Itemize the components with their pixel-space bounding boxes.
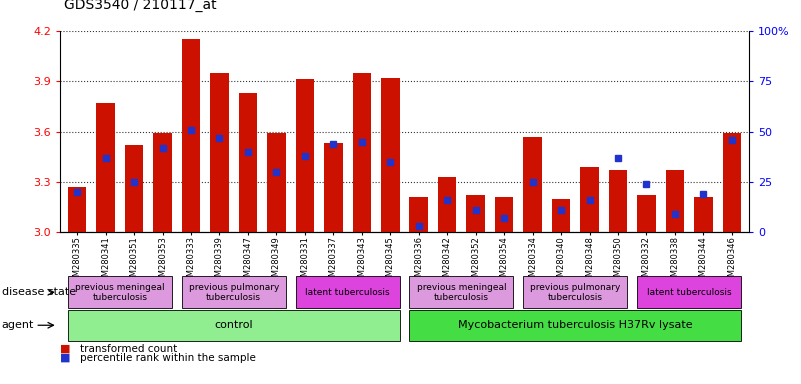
Text: previous pulmonary
tuberculosis: previous pulmonary tuberculosis bbox=[530, 283, 621, 302]
Text: latent tuberculosis: latent tuberculosis bbox=[647, 288, 731, 297]
Bar bbox=[409, 197, 428, 232]
Text: agent: agent bbox=[2, 320, 34, 330]
Bar bbox=[96, 103, 115, 232]
Bar bbox=[523, 137, 541, 232]
Bar bbox=[666, 170, 684, 232]
Bar bbox=[182, 39, 200, 232]
Bar bbox=[210, 73, 229, 232]
Text: Mycobacterium tuberculosis H37Rv lysate: Mycobacterium tuberculosis H37Rv lysate bbox=[458, 320, 693, 330]
Bar bbox=[352, 73, 371, 232]
Text: disease state: disease state bbox=[2, 287, 76, 297]
Bar bbox=[609, 170, 627, 232]
Bar bbox=[68, 187, 87, 232]
Bar bbox=[495, 197, 513, 232]
Text: ■: ■ bbox=[60, 344, 70, 354]
Bar bbox=[324, 143, 343, 232]
Bar bbox=[723, 133, 741, 232]
Bar bbox=[580, 167, 599, 232]
Bar bbox=[638, 195, 656, 232]
Text: transformed count: transformed count bbox=[80, 344, 177, 354]
Bar bbox=[239, 93, 257, 232]
Bar bbox=[381, 78, 400, 232]
Bar bbox=[694, 197, 713, 232]
Text: GDS3540 / 210117_at: GDS3540 / 210117_at bbox=[64, 0, 216, 12]
Bar bbox=[268, 133, 286, 232]
Bar bbox=[296, 79, 314, 232]
Bar bbox=[125, 145, 143, 232]
Bar bbox=[153, 133, 171, 232]
Text: previous meningeal
tuberculosis: previous meningeal tuberculosis bbox=[417, 283, 506, 302]
Text: previous pulmonary
tuberculosis: previous pulmonary tuberculosis bbox=[188, 283, 279, 302]
Bar bbox=[552, 199, 570, 232]
Text: ■: ■ bbox=[60, 353, 70, 363]
Text: control: control bbox=[215, 320, 253, 330]
Bar bbox=[466, 195, 485, 232]
Bar bbox=[438, 177, 457, 232]
Text: latent tuberculosis: latent tuberculosis bbox=[305, 288, 390, 297]
Text: percentile rank within the sample: percentile rank within the sample bbox=[80, 353, 256, 363]
Text: previous meningeal
tuberculosis: previous meningeal tuberculosis bbox=[75, 283, 165, 302]
